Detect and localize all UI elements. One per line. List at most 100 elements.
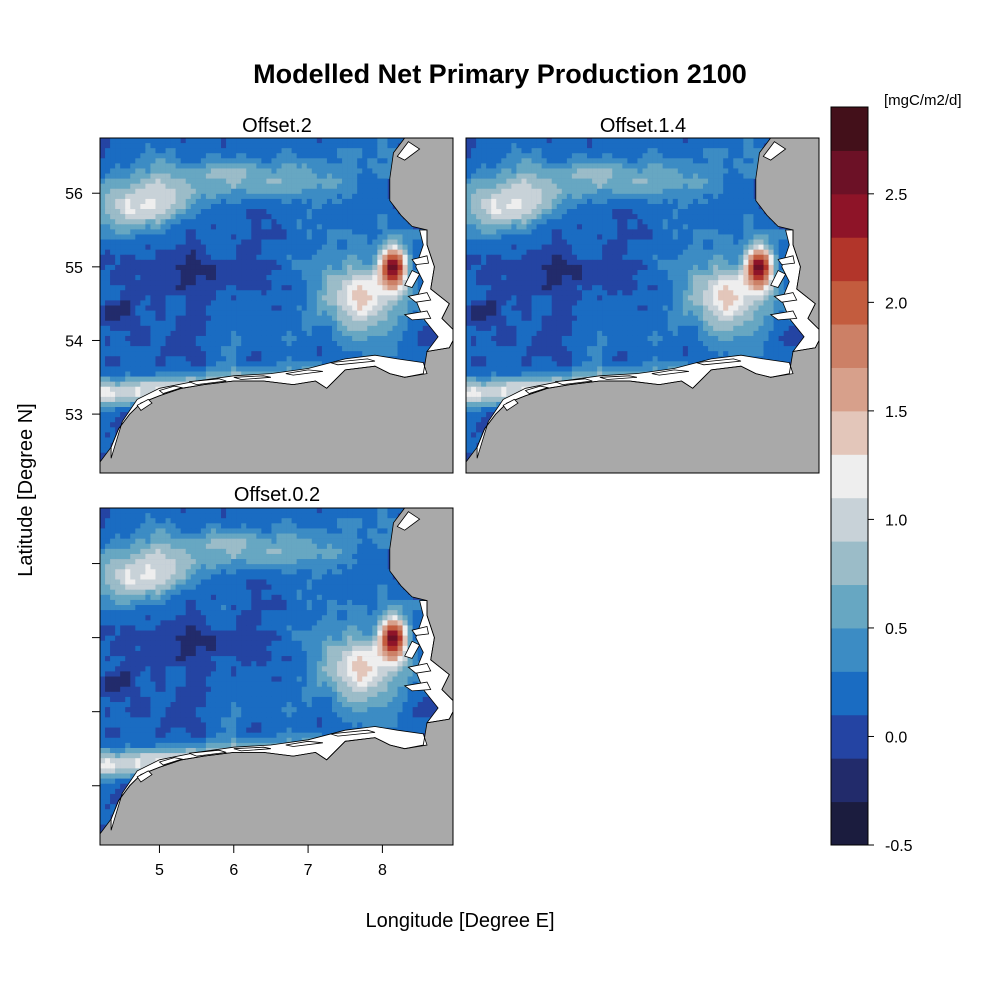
heatmap-cell — [226, 259, 232, 266]
heatmap-cell — [256, 325, 262, 332]
heatmap-cell — [256, 351, 262, 357]
heatmap-cell — [382, 153, 388, 159]
heatmap-cell — [662, 244, 669, 250]
heatmap-cell — [506, 229, 512, 235]
heatmap-cell — [667, 219, 674, 225]
heatmap-cell — [210, 254, 217, 261]
heatmap-cell — [481, 224, 487, 230]
heatmap-cell — [566, 280, 573, 286]
heatmap-cell — [607, 168, 613, 174]
heatmap-cell — [140, 138, 146, 144]
heatmap-cell — [110, 396, 116, 403]
heatmap-cell — [286, 366, 292, 372]
heatmap-cell — [362, 239, 368, 245]
heatmap-cell — [276, 290, 282, 296]
heatmap-cell — [412, 335, 418, 342]
heatmap-cell — [587, 209, 593, 215]
heatmap-cell — [612, 254, 618, 261]
heatmap-cell — [642, 193, 648, 200]
heatmap-cell — [541, 254, 547, 261]
heatmap-cell — [743, 275, 749, 281]
heatmap-cell — [110, 315, 116, 322]
heatmap-cell — [261, 351, 267, 357]
heatmap-cell — [632, 285, 638, 291]
heatmap-cell — [733, 178, 739, 184]
heatmap-cell — [205, 356, 212, 362]
heatmap-cell — [135, 290, 141, 296]
heatmap-cell — [135, 153, 141, 159]
heatmap-cell — [362, 183, 368, 190]
heatmap-cell — [200, 335, 207, 342]
heatmap-cell — [316, 351, 323, 357]
heatmap-cell — [511, 203, 517, 210]
heatmap-cell — [692, 259, 699, 266]
heatmap-cell — [662, 239, 669, 245]
heatmap-cell — [347, 173, 353, 179]
heatmap-cell — [231, 290, 237, 296]
heatmap-cell — [723, 173, 729, 179]
heatmap-cell — [231, 300, 237, 306]
heatmap-cell — [256, 178, 262, 184]
heatmap-cell — [667, 193, 674, 200]
heatmap-cell — [466, 239, 472, 245]
heatmap-cell — [110, 178, 116, 184]
heatmap-cell — [682, 198, 689, 205]
heatmap-cell — [185, 376, 192, 382]
heatmap-cell — [551, 275, 558, 281]
heatmap-cell — [241, 310, 247, 316]
heatmap-cell — [145, 366, 151, 372]
heatmap-cell — [342, 209, 348, 215]
heatmap-cell — [155, 356, 161, 362]
heatmap-cell — [677, 148, 684, 154]
heatmap-cell — [175, 259, 181, 266]
heatmap-cell — [617, 285, 623, 291]
heatmap-cell — [331, 138, 338, 144]
heatmap-cell — [271, 259, 277, 266]
heatmap-cell — [256, 290, 262, 296]
heatmap-cell — [130, 269, 136, 276]
heatmap-cell — [140, 153, 146, 159]
heatmap-cell — [190, 239, 197, 245]
heatmap-cell — [175, 219, 181, 225]
heatmap-cell — [607, 229, 613, 235]
heatmap-cell — [377, 325, 383, 332]
heatmap-cell — [632, 259, 638, 266]
heatmap-cell — [357, 341, 363, 347]
heatmap-cell — [226, 366, 232, 372]
heatmap-cell — [155, 153, 161, 159]
heatmap-cell — [100, 138, 106, 144]
heatmap-cell — [291, 356, 297, 362]
heatmap-cell — [160, 193, 166, 200]
heatmap-cell — [687, 173, 694, 179]
heatmap-cell — [486, 183, 492, 190]
heatmap-cell — [657, 138, 663, 144]
heatmap-cell — [576, 229, 583, 235]
heatmap-cell — [140, 244, 146, 250]
heatmap-cell — [697, 269, 704, 276]
heatmap-cell — [271, 224, 277, 230]
heatmap-cell — [165, 315, 171, 322]
heatmap-cell — [687, 249, 694, 256]
heatmap-cell — [200, 143, 207, 149]
heatmap-cell — [672, 193, 679, 200]
heatmap-cell — [372, 163, 378, 169]
heatmap-cell — [342, 259, 348, 266]
heatmap-cell — [382, 269, 388, 276]
heatmap-cell — [526, 173, 532, 179]
heatmap-cell — [657, 198, 663, 205]
heatmap-cell — [135, 366, 141, 372]
heatmap-cell — [236, 305, 242, 311]
heatmap-cell — [607, 239, 613, 245]
heatmap-cell — [738, 168, 744, 174]
heatmap-cell — [266, 168, 272, 174]
heatmap-cell — [382, 249, 388, 256]
heatmap-cell — [306, 143, 313, 149]
heatmap-cell — [316, 310, 323, 316]
heatmap-cell — [531, 193, 537, 200]
heatmap-cell — [140, 290, 146, 296]
heatmap-cell — [662, 138, 669, 144]
heatmap-cell — [728, 198, 734, 205]
heatmap-cell — [226, 163, 232, 169]
heatmap-cell — [100, 376, 106, 382]
heatmap-cell — [713, 153, 719, 159]
